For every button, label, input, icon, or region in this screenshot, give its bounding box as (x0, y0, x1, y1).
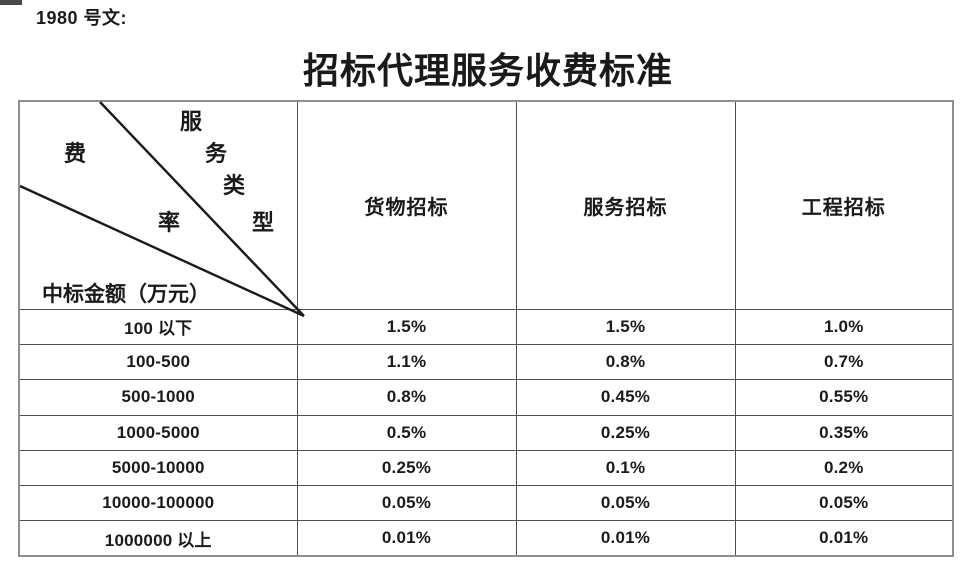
fee-value: 0.1% (515, 449, 736, 486)
table-row: 500-1000 0.8% 0.45% 0.55% (18, 379, 954, 416)
row-label: 5000-10000 (18, 449, 298, 486)
service-type-char-3: 类 (223, 173, 246, 198)
fee-value: 0.05% (296, 484, 517, 522)
row-label: 500-1000 (18, 379, 298, 416)
row-label: 100-500 (18, 344, 298, 381)
fee-value: 0.7% (734, 344, 954, 381)
fee-value: 0.05% (515, 484, 736, 522)
doc-number-label: 1980 号文: (36, 8, 128, 28)
fee-value: 0.01% (515, 520, 736, 557)
fee-value: 0.01% (734, 520, 954, 557)
service-type-char-1: 服 (180, 109, 203, 134)
column-header-services: 服务招标 (515, 100, 736, 310)
fee-rate-char-1: 费 (64, 141, 87, 166)
fee-value: 0.8% (515, 344, 736, 381)
service-type-char-4: 型 (252, 210, 275, 235)
fee-value: 0.35% (734, 414, 954, 451)
fee-value: 0.45% (515, 379, 736, 416)
table-header-row: 费 率 服 务 类 型 中标金额（万元） 货物招标 服务招标 工程招标 (18, 100, 954, 318)
fee-value: 0.55% (734, 379, 954, 416)
service-type-char-2: 务 (205, 141, 228, 166)
row-label: 10000-100000 (18, 484, 298, 522)
column-header-engineering: 工程招标 (734, 100, 954, 310)
fee-value: 1.5% (515, 308, 736, 346)
fee-value: 0.5% (296, 414, 517, 451)
fee-value: 0.2% (734, 449, 954, 486)
cropped-window-edge (0, 0, 22, 5)
table-row: 100-500 1.1% 0.8% 0.7% (18, 344, 954, 381)
page-title: 招标代理服务收费标准 (302, 51, 673, 91)
fee-value: 0.25% (296, 449, 517, 486)
title-container: 招标代理服务收费标准 (0, 42, 976, 94)
table-row: 1000000 以上 0.01% 0.01% 0.01% (18, 520, 954, 557)
row-label: 1000-5000 (18, 414, 298, 451)
table-row: 100 以下 1.5% 1.5% 1.0% (18, 308, 954, 346)
fee-value: 1.0% (734, 308, 954, 346)
fee-value: 0.05% (734, 484, 954, 522)
table-row: 1000-5000 0.5% 0.25% 0.35% (18, 414, 954, 451)
bid-amount-label: 中标金额（万元） (42, 282, 210, 306)
fee-value: 0.25% (515, 414, 736, 451)
fee-value: 1.1% (296, 344, 517, 381)
fee-standard-table: 费 率 服 务 类 型 中标金额（万元） 货物招标 服务招标 工程招标 100 … (18, 100, 954, 557)
table-row: 5000-10000 0.25% 0.1% 0.2% (18, 449, 954, 486)
fee-rate-char-2: 率 (158, 210, 181, 235)
fee-value: 0.01% (296, 520, 517, 557)
row-label: 100 以下 (18, 308, 298, 346)
diagonal-header-cell: 费 率 服 务 类 型 中标金额（万元） (18, 100, 305, 318)
column-header-goods: 货物招标 (296, 100, 517, 310)
table-row: 10000-100000 0.05% 0.05% 0.05% (18, 484, 954, 522)
fee-value: 0.8% (296, 379, 517, 416)
row-label: 1000000 以上 (18, 520, 298, 557)
fee-value: 1.5% (296, 308, 517, 346)
